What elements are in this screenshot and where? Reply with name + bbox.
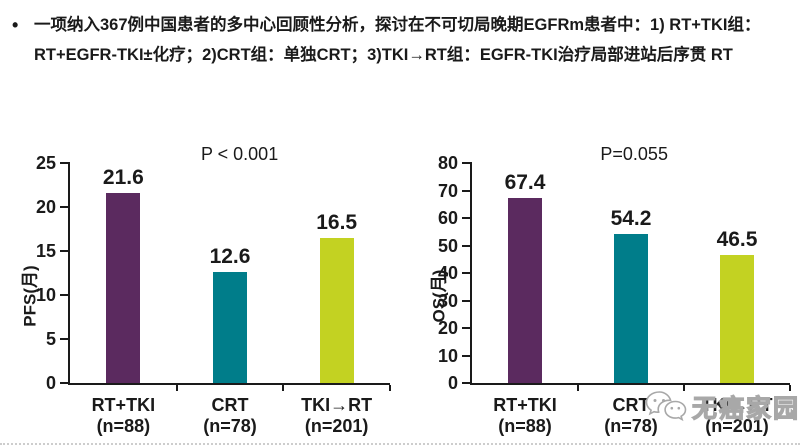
bar-value-label: 54.2 bbox=[610, 207, 652, 230]
x-category-sublabel: (n=201) bbox=[304, 416, 369, 436]
bottom-dashed-divider bbox=[0, 443, 800, 445]
bar-RT+TKI bbox=[106, 193, 141, 383]
header-line-1: 一项纳入367例中国患者的多中心回顾性分析，探讨在不可切局晚期EGFRm患者中：… bbox=[34, 16, 761, 34]
y-tick-label: 40 bbox=[437, 263, 458, 283]
bar-CRT bbox=[614, 234, 648, 383]
x-tick-mark bbox=[683, 385, 685, 391]
x-category-sublabel: (n=201) bbox=[705, 416, 769, 436]
p-value-label: P < 0.001 bbox=[200, 144, 279, 164]
y-tick-mark bbox=[462, 272, 470, 274]
x-tick-mark bbox=[389, 385, 391, 391]
bar-value-label: 21.6 bbox=[102, 166, 144, 189]
y-tick-mark bbox=[462, 354, 470, 357]
y-tick-label: 15 bbox=[35, 241, 56, 261]
y-tick-label: 60 bbox=[437, 208, 458, 228]
y-axis-line bbox=[68, 162, 70, 385]
x-tick-mark bbox=[577, 385, 579, 391]
header-text: 一项纳入367例中国患者的多中心回顾性分析，探讨在不可切局晚期EGFRm患者中：… bbox=[34, 10, 790, 70]
y-tick-mark bbox=[462, 244, 470, 247]
y-tick-label: 0 bbox=[45, 373, 56, 393]
y-tick-label: 50 bbox=[437, 235, 458, 256]
x-category-sublabel: (n=78) bbox=[604, 416, 658, 436]
x-category-label: RT+TKI bbox=[91, 395, 156, 415]
os-bar-chart: P=0.055 OS(月) 0 10 20 30 40 50 60 70 80 67.4 RT+TKI(… bbox=[400, 140, 800, 443]
pfs-bar-chart: P < 0.001 PFS(月) 0 5 10 15 20 25 21.6 RT+TKI (n=88… bbox=[0, 140, 400, 443]
y-tick-label: 70 bbox=[437, 180, 458, 201]
y-tick-label: 20 bbox=[35, 197, 56, 217]
bar-value-label: 12.6 bbox=[209, 245, 251, 268]
y-tick-mark bbox=[462, 299, 470, 302]
x-tick-mark bbox=[175, 385, 178, 391]
y-tick-label: 5 bbox=[45, 329, 56, 349]
x-axis-line bbox=[470, 383, 790, 385]
wechat-icon bbox=[645, 391, 687, 422]
bar-value-label: 16.5 bbox=[316, 211, 358, 234]
y-tick-mark bbox=[462, 217, 470, 219]
y-tick-label: 20 bbox=[437, 318, 458, 338]
bar-value-label: 46.5 bbox=[716, 228, 758, 251]
y-tick-mark bbox=[462, 327, 470, 329]
x-axis-line bbox=[68, 383, 390, 385]
y-tick-mark bbox=[60, 206, 68, 208]
bullet-marker: • bbox=[12, 15, 19, 35]
y-tick-label: 25 bbox=[35, 153, 56, 173]
bar-value-label: 67.4 bbox=[504, 171, 546, 194]
y-tick-mark bbox=[60, 338, 68, 340]
bar-RT+TKI bbox=[508, 198, 542, 383]
x-category-sublabel: (n=88) bbox=[498, 416, 552, 436]
x-category-label: TKI→RT bbox=[701, 395, 773, 415]
x-category-label: CRT bbox=[211, 395, 249, 415]
y-tick-mark bbox=[462, 382, 470, 384]
y-tick-mark bbox=[462, 162, 470, 164]
y-tick-label: 10 bbox=[437, 345, 458, 366]
x-category-sublabel: (n=88) bbox=[96, 416, 151, 436]
x-category-label: TKI→RT bbox=[301, 395, 373, 415]
y-tick-label: 30 bbox=[437, 290, 458, 311]
y-tick-mark bbox=[60, 162, 68, 164]
y-tick-mark bbox=[60, 382, 68, 384]
bar-TKI→RT bbox=[319, 238, 354, 383]
y-tick-mark bbox=[60, 250, 68, 252]
y-axis-line bbox=[470, 162, 472, 385]
watermark-text: 无癌家园 bbox=[691, 394, 800, 423]
y-tick-mark bbox=[60, 294, 68, 296]
header: • 一项纳入367例中国患者的多中心回顾性分析，探讨在不可切局晚期EGFRm患者… bbox=[10, 10, 790, 70]
x-category-label: RT+TKI bbox=[493, 395, 557, 415]
x-tick-mark bbox=[789, 385, 791, 391]
x-category-sublabel: (n=78) bbox=[203, 416, 257, 436]
y-tick-label: 10 bbox=[35, 285, 56, 305]
bar-CRT bbox=[213, 272, 247, 383]
y-tick-label: 80 bbox=[437, 153, 458, 173]
p-value-label: P=0.055 bbox=[600, 144, 668, 164]
x-tick-mark bbox=[282, 385, 285, 391]
header-line-2: RT+EGFR-TKI±化疗；2)CRT组：单独CRT；3)TKI→RT组：EG… bbox=[34, 46, 733, 64]
x-category-label: CRT bbox=[612, 395, 650, 415]
watermark: 无癌家园 bbox=[645, 389, 800, 425]
y-tick-label: 0 bbox=[447, 373, 458, 393]
bar-TKI→RT bbox=[720, 255, 754, 383]
y-tick-mark bbox=[462, 189, 470, 192]
